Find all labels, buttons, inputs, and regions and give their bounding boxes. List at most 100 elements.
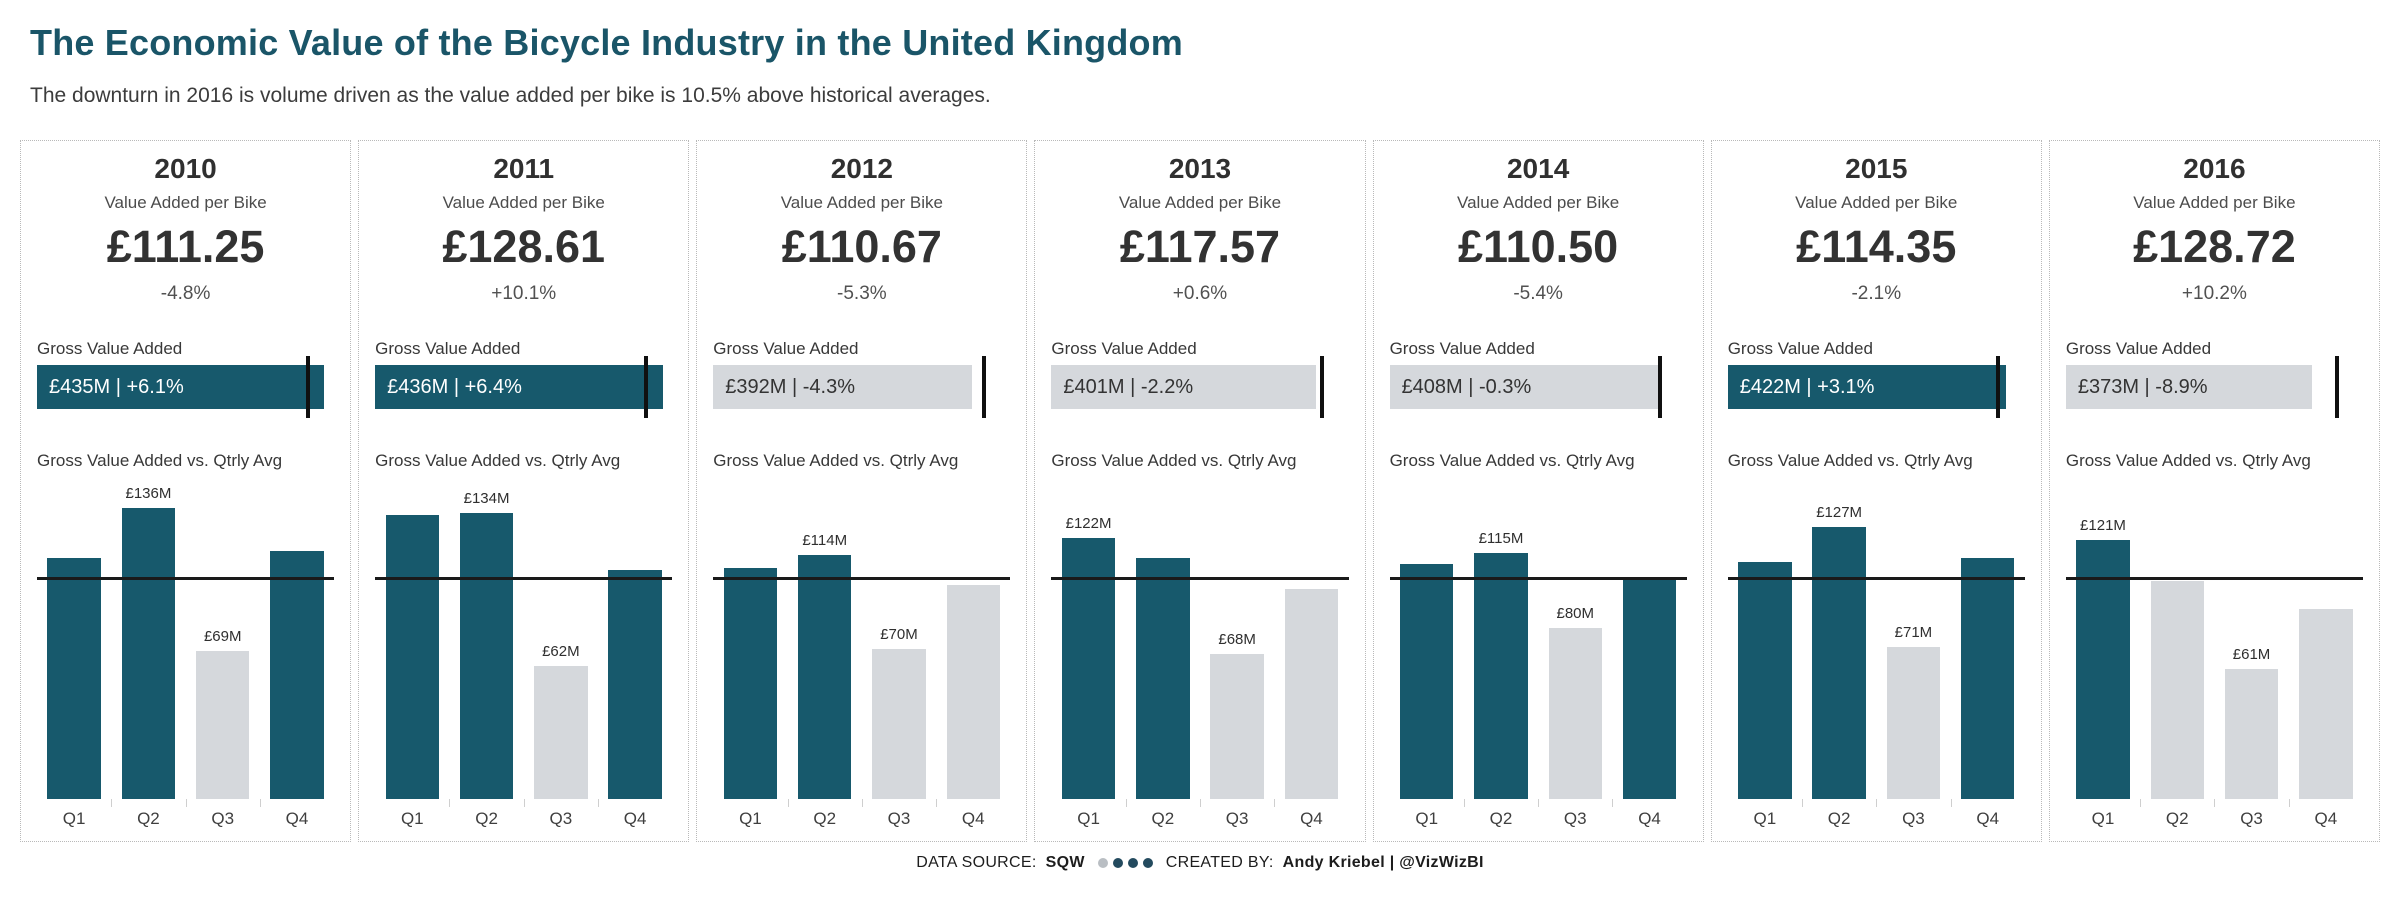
value-added-per-bike-value: £110.50 bbox=[1458, 221, 1619, 272]
quarter-bar-Q1[interactable] bbox=[1061, 538, 1116, 799]
quarter-bar-value-label: £80M bbox=[1556, 604, 1595, 622]
quarter-bar-Q1[interactable] bbox=[2076, 540, 2130, 799]
quarter-labels-row: Q1 Q2 Q3 Q4 bbox=[37, 809, 334, 829]
quarter-bar-Q1[interactable] bbox=[1738, 561, 1792, 799]
data-source-value: SQW bbox=[1045, 854, 1085, 871]
gva-vs-qtrly-avg-label: Gross Value Added vs. Qtrly Avg bbox=[375, 451, 621, 470]
quarter-slot-Q3: £68M bbox=[1200, 489, 1274, 799]
quarter-bar-Q2[interactable] bbox=[797, 555, 852, 799]
quarter-bar-Q3[interactable] bbox=[2224, 668, 2279, 799]
quarter-label-Q2: Q2 bbox=[1489, 809, 1513, 828]
gva-bar[interactable] bbox=[375, 365, 664, 409]
quarter-bar-Q2[interactable] bbox=[459, 512, 514, 799]
quarter-slot-Q4 bbox=[2289, 489, 2363, 799]
x-axis-tick bbox=[2288, 799, 2290, 807]
x-axis-tick bbox=[1274, 799, 1276, 807]
quarter-bar-Q3[interactable] bbox=[195, 651, 250, 799]
quarter-bar-Q2[interactable] bbox=[1812, 527, 1866, 799]
gva-bar[interactable] bbox=[1727, 365, 2007, 409]
year-panel-2011: 2011 Value Added per Bike £128.61 +10.1% Gro… bbox=[358, 140, 690, 842]
quarter-bar-Q4[interactable] bbox=[1622, 578, 1677, 799]
quarter-bar-value-label: £136M bbox=[125, 485, 172, 503]
quarter-slot-Q3: £61M bbox=[2214, 489, 2288, 799]
value-added-per-bike-value: £110.67 bbox=[781, 221, 942, 272]
gva-bullet-chart: £436M | +6.4% bbox=[375, 356, 672, 418]
quarter-label-Q3: Q3 bbox=[1225, 809, 1249, 828]
quarter-slot-Q1 bbox=[713, 489, 787, 799]
gva-bullet-chart: £392M | -4.3% bbox=[713, 356, 1010, 418]
quarter-slot-Q3: £62M bbox=[524, 489, 598, 799]
gva-bar[interactable] bbox=[1051, 365, 1317, 409]
quarter-labels-row: Q1 Q2 Q3 Q4 bbox=[1728, 809, 2025, 829]
gva-bullet-chart: £422M | +3.1% bbox=[1727, 356, 2025, 418]
quarter-bar-Q1[interactable] bbox=[1399, 563, 1454, 799]
year-panel-2013: 2013 Value Added per Bike £117.57 +0.6% Gros… bbox=[1034, 140, 1366, 842]
x-axis-tick bbox=[523, 799, 525, 807]
x-axis-tick bbox=[1463, 799, 1465, 807]
quarter-bar-Q3[interactable] bbox=[534, 666, 588, 799]
quarter-bar-Q2[interactable] bbox=[1474, 553, 1528, 799]
gva-vs-qtrly-avg-label: Gross Value Added vs. Qtrly Avg bbox=[713, 451, 959, 470]
gross-value-added-label: Gross Value Added bbox=[1727, 339, 1873, 358]
quarter-slot-Q4 bbox=[598, 489, 672, 799]
quarter-bar-Q2[interactable] bbox=[1136, 557, 1190, 799]
x-axis-tick bbox=[449, 799, 451, 807]
quarter-bar-Q4[interactable] bbox=[270, 551, 324, 799]
x-axis-tick bbox=[1612, 799, 1614, 807]
quarter-bar-Q3[interactable] bbox=[872, 649, 926, 799]
quarter-bar-Q4[interactable] bbox=[1960, 557, 2015, 799]
quarter-bar-value-label: £71M bbox=[1894, 624, 1933, 642]
quarter-bar-Q1[interactable] bbox=[723, 568, 778, 799]
x-axis-ticks bbox=[375, 799, 672, 807]
quarter-bar-Q1[interactable] bbox=[385, 514, 439, 799]
quarter-slot-Q1 bbox=[375, 489, 449, 799]
x-axis-ticks bbox=[713, 799, 1010, 807]
year-panel-2012: 2012 Value Added per Bike £110.67 -5.3% Gros… bbox=[696, 140, 1028, 842]
quarter-bar-Q4[interactable] bbox=[946, 585, 1000, 799]
quarter-bar-Q3[interactable] bbox=[1210, 653, 1264, 799]
quarter-bar-Q4[interactable] bbox=[608, 570, 662, 799]
gva-reference-tick bbox=[1658, 356, 1663, 418]
quarter-slot-Q1 bbox=[1390, 489, 1464, 799]
gva-bar[interactable] bbox=[2065, 365, 2313, 409]
gva-bullet-chart: £401M | -2.2% bbox=[1051, 356, 1348, 418]
value-added-per-bike-label: Value Added per Bike bbox=[1795, 193, 1958, 212]
value-added-per-bike-value: £117.57 bbox=[1119, 221, 1281, 272]
year-panel-2016: 2016 Value Added per Bike £128.72 +10.2% Gro… bbox=[2048, 140, 2380, 842]
data-source-label: DATA SOURCE: bbox=[916, 854, 1037, 871]
quarter-label-Q1: Q1 bbox=[400, 809, 424, 828]
quarter-slot-Q2: £136M bbox=[111, 485, 185, 799]
quarter-bar-Q3[interactable] bbox=[1886, 647, 1941, 799]
quarter-bar-Q4[interactable] bbox=[1284, 589, 1339, 799]
dark-dot-icon bbox=[1112, 858, 1123, 868]
quarter-bar-Q2[interactable] bbox=[121, 508, 176, 799]
quarter-bar-Q3[interactable] bbox=[1548, 627, 1602, 799]
quarter-label-Q3: Q3 bbox=[211, 809, 235, 828]
quarter-label-Q2: Q2 bbox=[475, 809, 498, 828]
quarter-label-Q4: Q4 bbox=[1638, 809, 1661, 828]
quarter-bar-value-label: £115M bbox=[1478, 530, 1524, 548]
quarter-labels-row: Q1 Q2 Q3 Q4 bbox=[2066, 809, 2363, 829]
quarter-bar-Q2[interactable] bbox=[2150, 581, 2204, 799]
gva-vs-qtrly-avg-label: Gross Value Added vs. Qtrly Avg bbox=[1727, 451, 1973, 470]
quarter-labels-row: Q1 Q2 Q3 Q4 bbox=[713, 809, 1010, 829]
quarter-bar-Q4[interactable] bbox=[2299, 608, 2353, 799]
quarterly-average-line bbox=[1727, 576, 2025, 580]
quarter-bar-value-label: £70M bbox=[880, 626, 918, 644]
quarterly-bar-chart: £121M £61M bbox=[2065, 489, 2363, 799]
value-added-change: -4.8% bbox=[160, 283, 211, 304]
quarter-label-Q3: Q3 bbox=[1563, 809, 1587, 828]
gva-bar[interactable] bbox=[1389, 365, 1660, 409]
gva-bar[interactable] bbox=[37, 365, 325, 409]
quarterly-average-line bbox=[1389, 576, 1687, 580]
quarter-bar-value-label: £121M bbox=[2080, 517, 2126, 535]
quarter-bar-Q1[interactable] bbox=[47, 557, 101, 799]
quarter-slot-Q4 bbox=[1274, 489, 1348, 799]
gva-bar[interactable] bbox=[713, 365, 973, 409]
year-heading: 2010 bbox=[154, 153, 217, 184]
quarter-slot-Q2: £127M bbox=[1802, 489, 1876, 799]
value-added-change: +0.6% bbox=[1172, 283, 1228, 304]
quarter-label-Q4: Q4 bbox=[1300, 809, 1323, 828]
value-added-per-bike-value: £128.72 bbox=[2133, 221, 2296, 272]
x-axis-tick bbox=[597, 799, 599, 807]
